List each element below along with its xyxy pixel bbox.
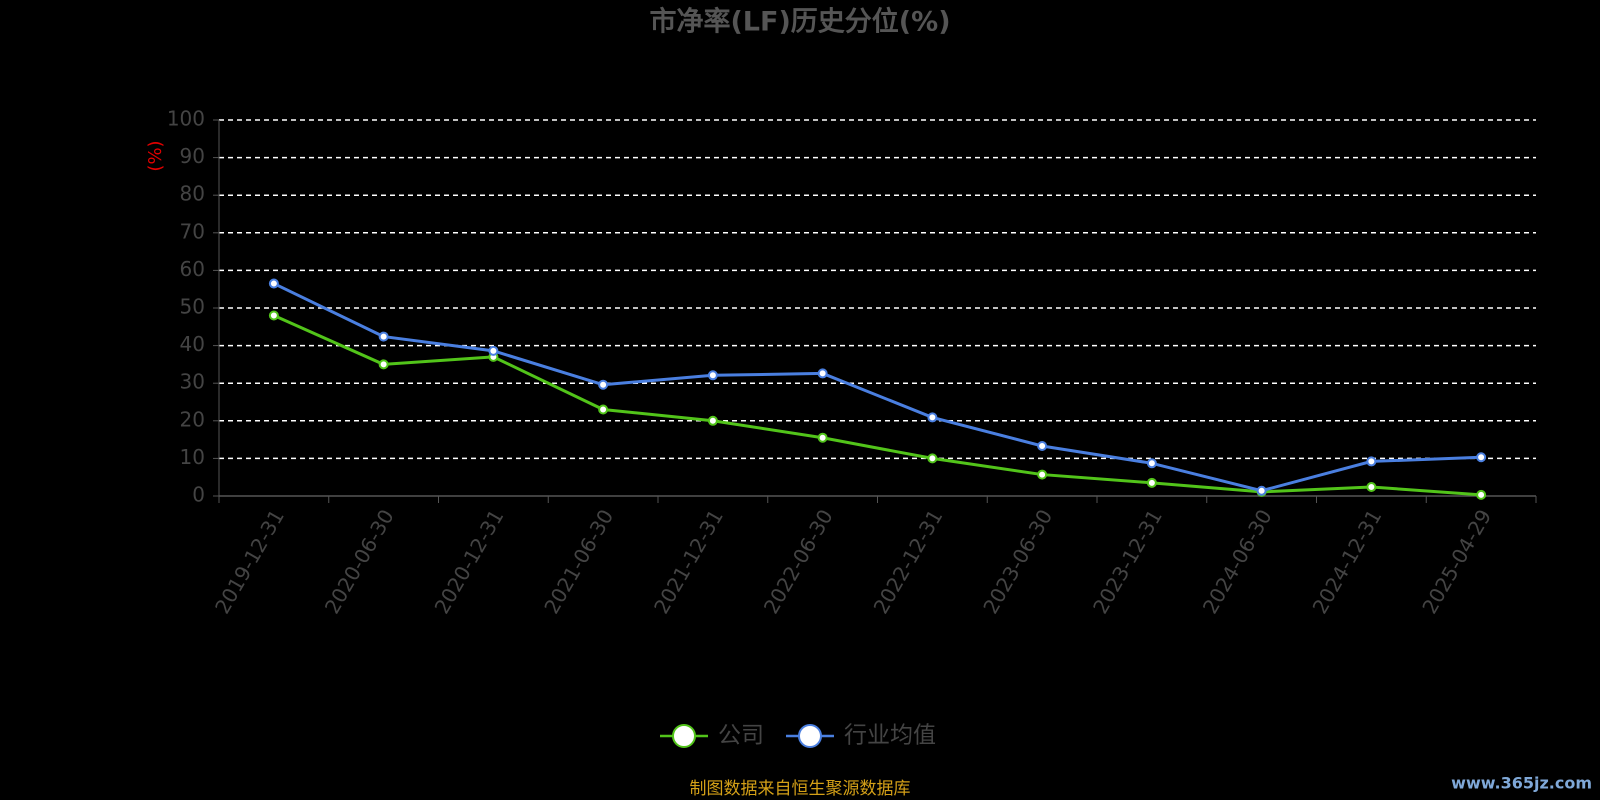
point: [378, 331, 389, 342]
point: [268, 278, 279, 289]
y-tick-label: 40: [180, 332, 205, 356]
point: [927, 412, 938, 423]
y-tick-label: 20: [180, 407, 205, 431]
legend-marker: [798, 724, 822, 748]
point: [598, 404, 609, 415]
point: [1037, 469, 1048, 480]
legend-label: 公司: [718, 723, 764, 749]
y-tick-label: 10: [180, 445, 205, 469]
legend-label: 行业均值: [844, 723, 936, 749]
y-tick-label: 60: [180, 257, 205, 281]
line: [273, 314, 1482, 497]
point: [817, 368, 828, 379]
watermark: www.365jz.com: [1451, 774, 1592, 793]
point: [1037, 440, 1048, 451]
footer: 制图数据来自恒生聚源数据库: [690, 779, 911, 799]
point: [817, 432, 828, 443]
y-tick-label: 50: [180, 295, 205, 319]
y-tick-label: 90: [180, 144, 205, 168]
point: [1146, 477, 1157, 488]
point: [1366, 456, 1377, 467]
point: [707, 415, 718, 426]
y-tick-label: 0: [192, 483, 205, 507]
point: [1476, 452, 1487, 463]
point: [268, 310, 279, 321]
point: [1476, 489, 1487, 500]
y-tick-label: 80: [180, 182, 205, 206]
y-tick-label: 30: [180, 370, 205, 394]
point: [1366, 481, 1377, 492]
chart-title: 市净率(LF)历史分位(%): [649, 6, 950, 38]
point: [1256, 485, 1267, 496]
point: [378, 359, 389, 370]
point: [927, 453, 938, 464]
point: [707, 370, 718, 381]
y-tick-label: 100: [167, 107, 205, 131]
y-tick-label: 70: [180, 219, 205, 243]
point: [1146, 458, 1157, 469]
legend-marker: [672, 724, 696, 748]
point: [488, 345, 499, 356]
point: [598, 379, 609, 390]
y-axis-label: (%): [145, 140, 166, 171]
line: [273, 282, 1482, 493]
